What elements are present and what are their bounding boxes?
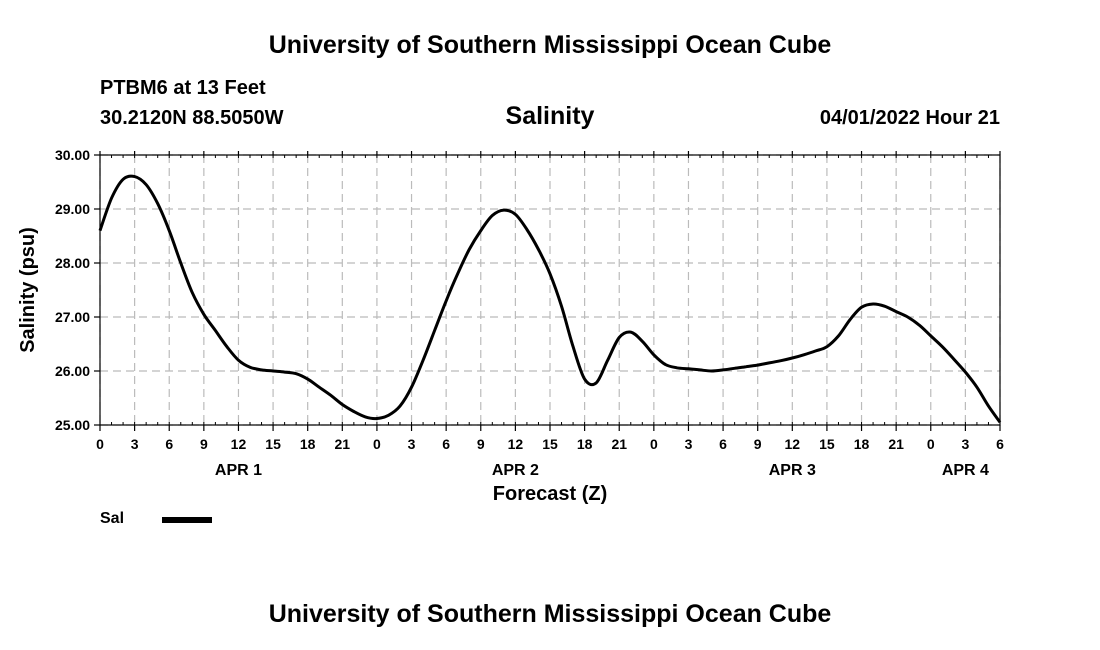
y-tick-label: 28.00 — [55, 255, 90, 271]
x-tick-label: 0 — [373, 436, 381, 452]
y-tick-label: 27.00 — [55, 309, 90, 325]
x-tick-label: 9 — [200, 436, 208, 452]
x-tick-label: 18 — [300, 436, 316, 452]
x-tick-label: 0 — [650, 436, 658, 452]
x-tick-label: 18 — [577, 436, 593, 452]
y-tick-label: 26.00 — [55, 363, 90, 379]
day-labels: APR 1 APR 2 APR 3 APR 4 — [215, 462, 989, 479]
salinity-chart: 25.00 26.00 27.00 28.00 29.00 30.00 0 3 6 9 12 15 1… — [17, 147, 1004, 505]
chart-header-title: University of Southern Mississippi Ocean… — [268, 31, 832, 59]
x-tick-label: 9 — [477, 436, 485, 452]
day-label: APR 2 — [492, 462, 539, 479]
y-tick-label: 30.00 — [55, 147, 90, 163]
day-label: APR 3 — [769, 462, 816, 479]
x-tick-label: 0 — [927, 436, 935, 452]
x-tick-label: 6 — [719, 436, 727, 452]
x-tick-label: 21 — [888, 436, 904, 452]
y-tick-label: 29.00 — [55, 201, 90, 217]
x-tick-label: 12 — [508, 436, 524, 452]
x-tick-label: 6 — [442, 436, 450, 452]
station-coordinates: 30.2120N 88.5050W — [100, 107, 284, 129]
x-tick-label: 0 — [96, 436, 104, 452]
x-axis: 0 3 6 9 12 15 18 21 0 3 6 9 12 15 18 21 0 3 6 9 12 15 18 21 0 3 6 — [96, 151, 1004, 452]
x-tick-label: 12 — [785, 436, 801, 452]
day-label: APR 4 — [942, 462, 989, 479]
x-tick-label: 9 — [754, 436, 762, 452]
x-axis-label: Forecast (Z) — [493, 483, 607, 505]
x-tick-label: 3 — [685, 436, 693, 452]
x-tick-label: 3 — [131, 436, 139, 452]
x-tick-label: 18 — [854, 436, 870, 452]
y-axis: 25.00 26.00 27.00 28.00 29.00 30.00 — [55, 147, 100, 433]
x-tick-label: 12 — [231, 436, 247, 452]
legend-label: Sal — [100, 510, 125, 527]
x-tick-label: 3 — [408, 436, 416, 452]
station-label: PTBM6 at 13 Feet — [100, 77, 266, 99]
x-tick-label: 21 — [611, 436, 627, 452]
legend-line-swatch — [162, 517, 212, 523]
x-tick-label: 6 — [165, 436, 173, 452]
forecast-timestamp: 04/01/2022 Hour 21 — [819, 107, 1000, 129]
day-label: APR 1 — [215, 462, 262, 479]
x-tick-label: 21 — [335, 436, 351, 452]
x-tick-label: 15 — [542, 436, 558, 452]
y-axis-label: Salinity (psu) — [17, 227, 39, 353]
y-tick-label: 25.00 — [55, 417, 90, 433]
x-tick-label: 6 — [996, 436, 1004, 452]
x-tick-label: 3 — [961, 436, 969, 452]
footer-title: University of Southern Mississippi Ocean… — [268, 600, 832, 628]
salinity-series-line — [98, 174, 1002, 424]
grid-lines — [99, 154, 1001, 426]
chart-title: Salinity — [505, 102, 595, 130]
x-tick-label: 15 — [265, 436, 281, 452]
x-tick-label: 15 — [819, 436, 835, 452]
